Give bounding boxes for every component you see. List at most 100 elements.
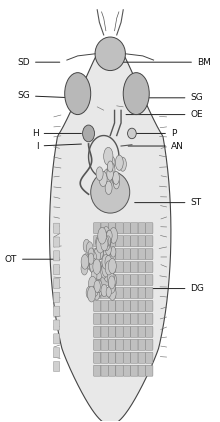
Circle shape: [108, 258, 116, 273]
Ellipse shape: [65, 73, 91, 115]
FancyBboxPatch shape: [123, 236, 131, 246]
FancyBboxPatch shape: [138, 365, 145, 376]
FancyBboxPatch shape: [146, 236, 153, 246]
Circle shape: [106, 230, 111, 241]
Circle shape: [112, 173, 118, 185]
FancyBboxPatch shape: [146, 275, 153, 285]
FancyBboxPatch shape: [116, 314, 123, 325]
Circle shape: [101, 265, 108, 278]
FancyBboxPatch shape: [146, 287, 153, 298]
FancyBboxPatch shape: [131, 236, 138, 246]
Circle shape: [96, 167, 103, 181]
Circle shape: [107, 162, 115, 178]
FancyBboxPatch shape: [53, 334, 60, 344]
FancyBboxPatch shape: [131, 300, 138, 311]
Circle shape: [91, 252, 97, 263]
Circle shape: [106, 230, 112, 241]
Circle shape: [108, 276, 115, 289]
Circle shape: [108, 275, 115, 288]
FancyBboxPatch shape: [94, 300, 101, 311]
Circle shape: [102, 254, 110, 269]
Circle shape: [107, 161, 113, 172]
FancyBboxPatch shape: [53, 320, 60, 330]
Circle shape: [102, 261, 110, 277]
FancyBboxPatch shape: [116, 223, 123, 234]
FancyBboxPatch shape: [138, 249, 145, 260]
FancyBboxPatch shape: [101, 326, 108, 337]
Circle shape: [106, 287, 111, 297]
FancyBboxPatch shape: [138, 326, 145, 337]
FancyBboxPatch shape: [116, 326, 123, 337]
Polygon shape: [50, 39, 171, 422]
Circle shape: [93, 259, 101, 274]
FancyBboxPatch shape: [116, 300, 123, 311]
FancyBboxPatch shape: [146, 326, 153, 337]
Circle shape: [94, 289, 100, 300]
FancyBboxPatch shape: [116, 365, 123, 376]
FancyBboxPatch shape: [101, 314, 108, 325]
FancyBboxPatch shape: [94, 287, 101, 298]
Circle shape: [94, 248, 101, 262]
FancyBboxPatch shape: [131, 249, 138, 260]
Circle shape: [104, 268, 111, 282]
FancyBboxPatch shape: [146, 262, 153, 273]
Circle shape: [101, 284, 107, 297]
FancyBboxPatch shape: [123, 249, 131, 260]
FancyBboxPatch shape: [53, 348, 60, 358]
FancyBboxPatch shape: [108, 249, 116, 260]
Circle shape: [96, 236, 105, 253]
Circle shape: [109, 286, 116, 300]
FancyBboxPatch shape: [116, 262, 123, 273]
FancyBboxPatch shape: [101, 300, 108, 311]
Text: DG: DG: [135, 284, 204, 293]
FancyBboxPatch shape: [94, 223, 101, 234]
FancyBboxPatch shape: [123, 223, 131, 234]
Circle shape: [95, 264, 103, 280]
Ellipse shape: [95, 37, 125, 70]
Circle shape: [95, 244, 103, 260]
Circle shape: [109, 227, 117, 243]
FancyBboxPatch shape: [123, 314, 131, 325]
FancyBboxPatch shape: [138, 352, 145, 363]
FancyBboxPatch shape: [94, 314, 101, 325]
FancyBboxPatch shape: [108, 314, 116, 325]
FancyBboxPatch shape: [146, 249, 153, 260]
FancyBboxPatch shape: [53, 306, 60, 316]
FancyBboxPatch shape: [131, 287, 138, 298]
FancyBboxPatch shape: [53, 362, 60, 371]
FancyBboxPatch shape: [53, 223, 60, 233]
Circle shape: [98, 227, 106, 244]
FancyBboxPatch shape: [131, 326, 138, 337]
FancyBboxPatch shape: [94, 262, 101, 273]
FancyBboxPatch shape: [138, 300, 145, 311]
Circle shape: [107, 271, 114, 284]
FancyBboxPatch shape: [108, 223, 116, 234]
FancyBboxPatch shape: [101, 365, 108, 376]
FancyBboxPatch shape: [108, 339, 116, 350]
Circle shape: [96, 236, 101, 247]
FancyBboxPatch shape: [116, 352, 123, 363]
FancyBboxPatch shape: [131, 262, 138, 273]
FancyBboxPatch shape: [138, 314, 145, 325]
FancyBboxPatch shape: [116, 236, 123, 246]
FancyBboxPatch shape: [94, 339, 101, 350]
Circle shape: [105, 261, 112, 275]
FancyBboxPatch shape: [108, 236, 116, 246]
Circle shape: [102, 235, 110, 251]
FancyBboxPatch shape: [123, 326, 131, 337]
Ellipse shape: [128, 128, 136, 139]
FancyBboxPatch shape: [146, 300, 153, 311]
FancyBboxPatch shape: [108, 287, 116, 298]
FancyBboxPatch shape: [108, 262, 116, 273]
FancyBboxPatch shape: [94, 275, 101, 285]
FancyBboxPatch shape: [53, 292, 60, 303]
Circle shape: [94, 280, 100, 292]
FancyBboxPatch shape: [108, 365, 116, 376]
Circle shape: [106, 244, 111, 255]
FancyBboxPatch shape: [116, 287, 123, 298]
Circle shape: [83, 239, 90, 252]
FancyBboxPatch shape: [123, 262, 131, 273]
Circle shape: [87, 258, 94, 270]
Text: AN: AN: [128, 141, 184, 151]
Circle shape: [89, 260, 96, 273]
